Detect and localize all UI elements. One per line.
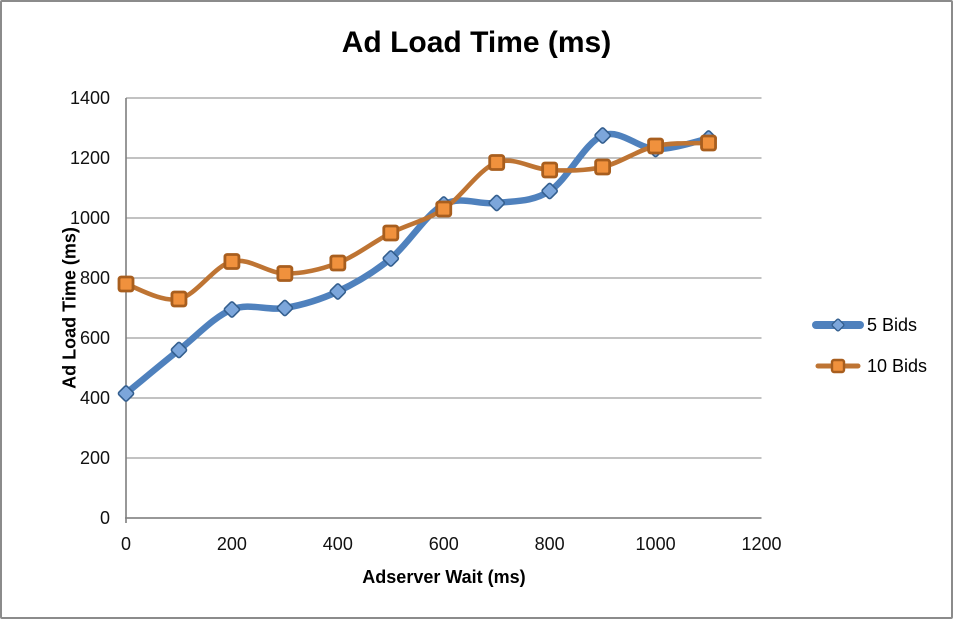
marker-diamond-5-bids	[541, 182, 558, 200]
marker-diamond-5-bids	[329, 283, 347, 300]
y-tick-label: 800	[79, 268, 110, 288]
chart-title: Ad Load Time (ms)	[341, 26, 612, 59]
marker-square-10-bids	[170, 290, 188, 308]
marker-square-10-bids	[276, 265, 294, 282]
marker-diamond-5-bids	[488, 194, 506, 212]
marker-square-10-bids	[700, 134, 717, 152]
x-tick-label: 1000	[635, 534, 676, 554]
x-tick-label: 0	[120, 534, 131, 554]
legend-item-10-bids: 10 Bids	[812, 352, 927, 380]
x-tick-label: 600	[428, 534, 459, 554]
marker-diamond-5-bids	[170, 341, 188, 359]
legend-item-5-bids: 5 Bids	[812, 311, 927, 339]
y-tick-label: 200	[79, 448, 110, 468]
y-tick-label: 1400	[69, 88, 110, 108]
series-line-5-bids	[122, 130, 712, 397]
marker-square-10-bids	[435, 200, 453, 218]
legend: 5 Bids 10 Bids	[812, 311, 927, 380]
marker-diamond-5-bids	[223, 301, 241, 318]
marker-square-10-bids	[647, 137, 664, 155]
x-axis-title: Adserver Wait (ms)	[362, 567, 526, 587]
legend-label: 5 Bids	[867, 314, 918, 335]
marker-square-10-bids	[329, 254, 347, 272]
marker-square-10-bids	[223, 253, 241, 270]
legend-label: 10 Bids	[867, 355, 928, 376]
marker-diamond-5-bids	[382, 250, 400, 267]
marker-square-10-bids	[382, 224, 400, 242]
x-tick-label: 1200	[741, 534, 782, 554]
marker-diamond-5-bids	[117, 385, 135, 402]
marker-square-10-bids	[488, 154, 506, 171]
5-bids-swatch-icon	[812, 318, 864, 332]
y-tick-label: 0	[99, 508, 110, 528]
10-bids-swatch-icon	[815, 358, 861, 374]
y-tick-label: 600	[79, 328, 110, 348]
series-line-10-bids	[123, 140, 711, 302]
marker-diamond-5-bids	[276, 299, 294, 317]
marker-square-10-bids	[541, 161, 559, 179]
x-tick-label: 200	[216, 534, 247, 554]
y-tick-label: 1000	[69, 208, 110, 228]
y-tick-label: 400	[79, 388, 110, 408]
y-axis-title: Ad Load Time (ms)	[59, 227, 80, 389]
marker-diamond-5-bids	[594, 127, 611, 144]
x-tick-label: 400	[322, 534, 353, 554]
marker-square-10-bids	[594, 158, 612, 176]
x-tick-label: 800	[534, 534, 565, 554]
marker-square-10-bids	[117, 275, 135, 293]
y-tick-label: 1200	[69, 148, 110, 168]
